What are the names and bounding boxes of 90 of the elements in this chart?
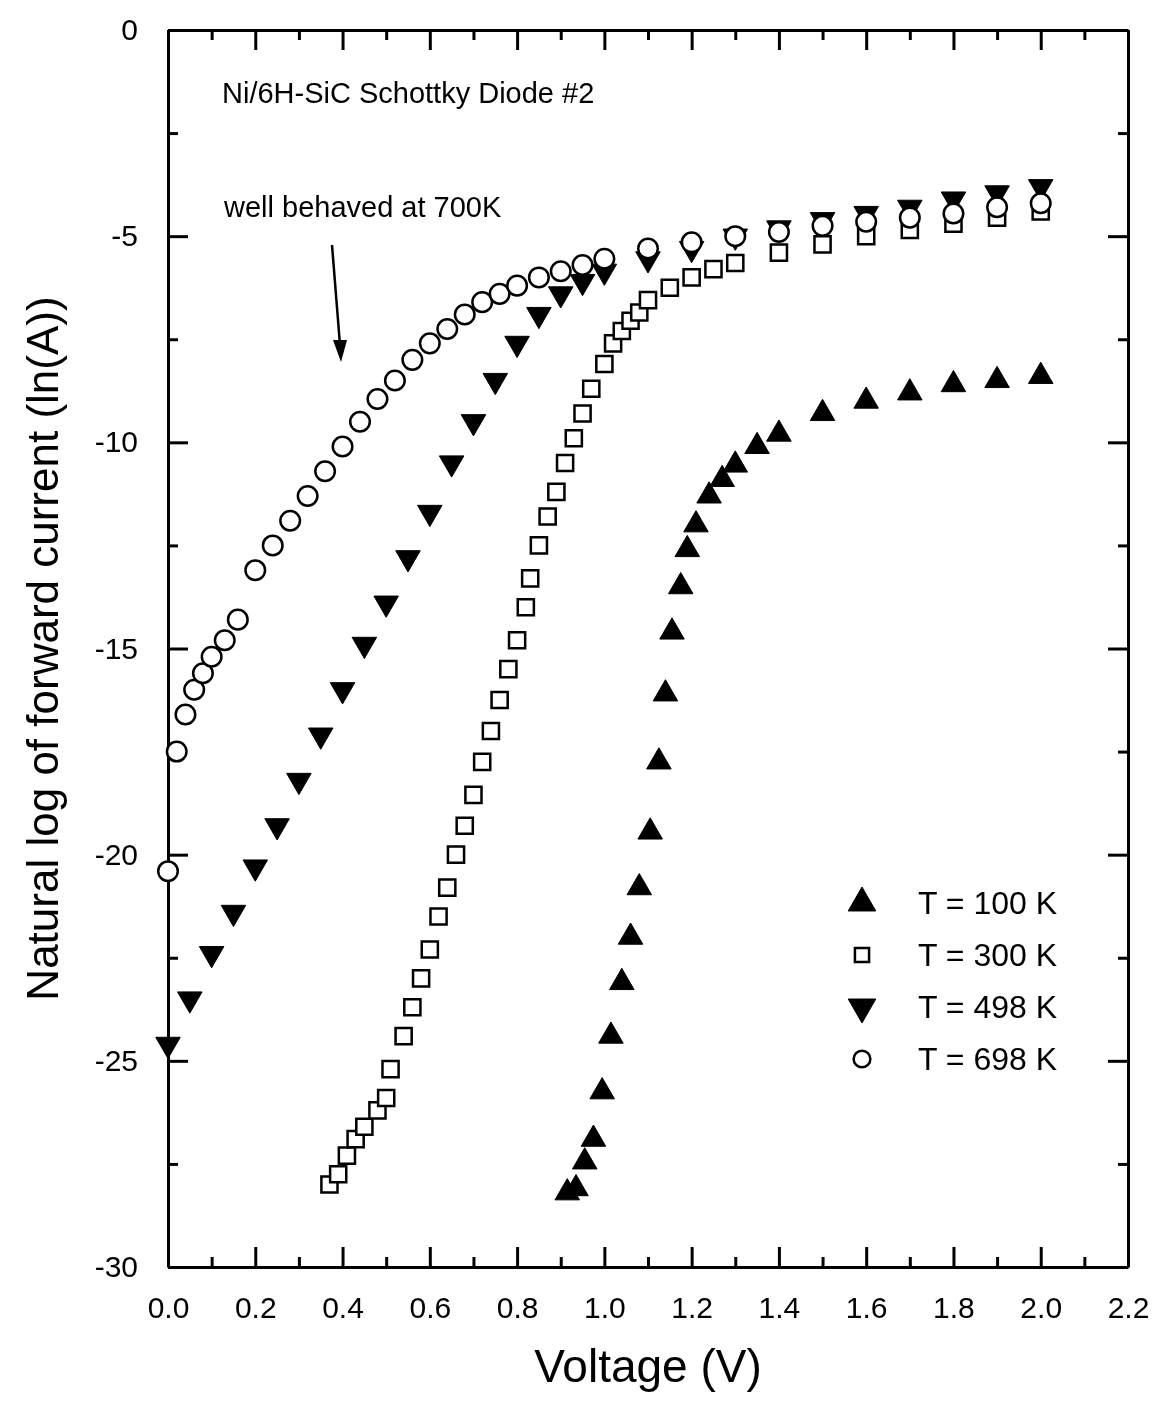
y-tick-label: -15: [94, 631, 138, 665]
point: [472, 752, 492, 772]
legend-label: T = 498 K: [918, 989, 1058, 1025]
point: [331, 435, 354, 458]
legend-label: T = 698 K: [918, 1041, 1058, 1077]
y-tick-label: -5: [111, 219, 138, 253]
point: [314, 460, 337, 483]
point: [638, 290, 658, 310]
point: [429, 907, 448, 926]
point: [481, 721, 501, 741]
point: [855, 210, 878, 233]
point: [348, 410, 372, 433]
point: [296, 484, 319, 507]
x-tick-label: 2.0: [1020, 1291, 1063, 1325]
point: [376, 1088, 396, 1108]
point: [660, 278, 680, 298]
point: [355, 1117, 374, 1137]
point: [595, 354, 614, 374]
point: [394, 1026, 413, 1046]
y-tick-label: -10: [94, 425, 138, 459]
point: [366, 388, 389, 411]
point: [436, 317, 459, 340]
point: [261, 534, 284, 557]
x-tick-label: 1.4: [758, 1291, 801, 1325]
point: [490, 690, 509, 710]
x-tick-label: 1.6: [845, 1291, 888, 1325]
point: [337, 1146, 357, 1165]
point: [244, 559, 267, 582]
annotation: well behaved at 700K: [223, 191, 502, 223]
point: [279, 509, 302, 532]
point: [549, 260, 572, 283]
point: [571, 254, 594, 277]
point: [725, 253, 745, 273]
point: [520, 569, 540, 588]
point: [464, 785, 483, 805]
point: [680, 231, 703, 254]
point: [411, 969, 431, 988]
point: [507, 630, 527, 650]
x-tick-label: 1.0: [584, 1291, 626, 1325]
point: [499, 659, 518, 679]
y-axis-title: Natural log of forward current (ln(A)): [18, 296, 67, 1001]
point: [942, 202, 965, 225]
x-tick-label: 0.4: [322, 1291, 364, 1325]
point: [418, 332, 441, 355]
x-tick-label: 0.0: [147, 1291, 190, 1325]
point: [165, 740, 188, 763]
point: [156, 860, 180, 883]
point: [898, 206, 921, 229]
point: [564, 428, 584, 448]
point: [328, 1164, 348, 1184]
point: [381, 1059, 400, 1079]
point: [704, 259, 723, 279]
point: [516, 597, 536, 617]
point: [547, 482, 566, 502]
point: [383, 369, 406, 392]
legend-label: T = 100 K: [918, 885, 1058, 921]
y-tick-label: -20: [94, 837, 138, 871]
x-tick-label: 0.8: [496, 1291, 539, 1325]
point: [573, 404, 592, 423]
x-tick-label: 1.2: [671, 1291, 713, 1325]
point: [555, 453, 575, 473]
annotation: Ni/6H-SiC Schottky Diode #2: [222, 77, 595, 109]
point: [401, 348, 424, 371]
y-tick-label: -25: [94, 1043, 138, 1077]
x-tick-label: 0.6: [409, 1291, 452, 1325]
point: [538, 507, 557, 526]
point: [226, 608, 249, 631]
point: [403, 997, 422, 1017]
point: [813, 235, 832, 254]
point: [455, 816, 475, 836]
x-tick-label: 0.2: [234, 1291, 277, 1325]
point: [527, 266, 550, 289]
y-tick-label: 0: [121, 13, 138, 47]
x-axis-title: Voltage (V): [534, 1340, 762, 1392]
point: [213, 629, 236, 652]
point: [446, 845, 466, 864]
point: [986, 196, 1009, 219]
x-tick-label: 2.2: [1107, 1291, 1150, 1325]
point: [437, 878, 457, 897]
y-tick-label: -30: [94, 1250, 138, 1284]
point: [174, 703, 197, 726]
point: [1029, 192, 1052, 215]
point: [682, 268, 701, 287]
point: [420, 940, 440, 959]
legend-label: T = 300 K: [918, 937, 1058, 973]
point: [769, 243, 789, 262]
point: [581, 379, 601, 399]
point: [529, 536, 549, 555]
x-tick-label: 1.8: [933, 1291, 975, 1325]
point: [453, 303, 476, 326]
